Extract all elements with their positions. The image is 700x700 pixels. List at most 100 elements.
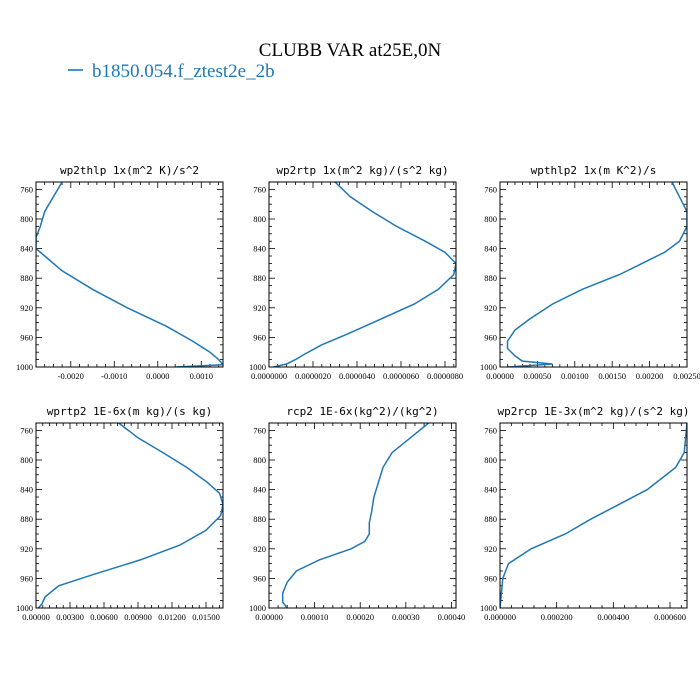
subplot-grid: wp2thlp 1x(m^2 K)/s^2 760 800 840 880 920 960 1… <box>16 164 700 622</box>
y-tick-label: 840 <box>20 485 33 495</box>
y-tick-label: 840 <box>253 485 266 495</box>
plot-frame <box>499 181 688 368</box>
x-tick-label: 0.0000040 <box>339 371 375 381</box>
y-tick-label: 840 <box>253 244 266 254</box>
y-tick-label: 920 <box>20 303 33 313</box>
x-tick-label: 0.01200 <box>158 612 186 622</box>
x-tick-label: 0.00050 <box>524 371 552 381</box>
y-tick-label: 920 <box>253 303 266 313</box>
x-tick-label: -0.0010 <box>101 371 127 381</box>
x-tick-label: 0.00600 <box>90 612 118 622</box>
y-tick-label: 880 <box>484 514 497 524</box>
x-tick-label: 0.00010 <box>301 612 329 622</box>
x-tick-label: 0.00900 <box>124 612 152 622</box>
y-tick-label: 920 <box>484 544 497 554</box>
y-tick-label: 800 <box>484 455 497 465</box>
x-tick-label: 0.0000 <box>146 371 169 381</box>
y-tick-label: 960 <box>253 573 266 583</box>
y-tick-label: 920 <box>484 303 497 313</box>
y-tick-label: 960 <box>484 332 497 342</box>
legend-label: b1850.054.f_ztest2e_2b <box>92 61 275 82</box>
subplot-title: rcp2 1E-6x(kg^2)/(kg^2) <box>286 405 438 418</box>
subplot-title: wp2rcp 1E-3x(m^2 kg)/(s^2 kg) <box>497 405 689 418</box>
x-tick-label: 0.00000 <box>486 371 514 381</box>
figure-title: CLUBB VAR at25E,0N <box>259 40 442 61</box>
subplot-title: wp2rtp 1x(m^2 kg)/(s^2 kg) <box>276 164 448 177</box>
x-tick-label: 0.000200 <box>541 612 573 622</box>
x-tick-label: 0.000000 <box>484 612 516 622</box>
y-tick-label: 880 <box>20 514 33 524</box>
y-tick-label: 1000 <box>480 362 497 372</box>
series-line <box>506 182 687 367</box>
y-tick-label: 880 <box>253 273 266 283</box>
x-tick-label: 0.0000080 <box>427 371 463 381</box>
y-tick-label: 760 <box>484 184 497 194</box>
subplot-title: wprtp2 1E-6x(m kg)/(s kg) <box>47 405 213 418</box>
y-tick-label: 960 <box>20 332 33 342</box>
y-tick-label: 920 <box>253 544 266 554</box>
series-line <box>281 423 430 608</box>
x-tick-label: 0.0000060 <box>383 371 419 381</box>
x-tick-label: 0.00000 <box>255 612 283 622</box>
x-tick-label: 0.00150 <box>598 371 626 381</box>
y-tick-label: 840 <box>484 485 497 495</box>
x-tick-label: 0.00250 <box>673 371 700 381</box>
y-tick-label: 760 <box>20 184 33 194</box>
y-tick-label: 760 <box>253 425 266 435</box>
y-tick-label: 800 <box>484 214 497 224</box>
y-tick-label: 800 <box>253 455 266 465</box>
series-line <box>37 423 223 608</box>
y-tick-label: 880 <box>484 273 497 283</box>
plot-frame <box>35 181 224 368</box>
x-tick-label: 0.00100 <box>561 371 589 381</box>
x-tick-label: 0.00000 <box>22 612 50 622</box>
x-tick-label: 0.01500 <box>192 612 220 622</box>
y-tick-label: 800 <box>20 455 33 465</box>
y-tick-label: 960 <box>253 332 266 342</box>
y-tick-label: 1000 <box>16 362 33 372</box>
x-tick-label: 0.00020 <box>346 612 374 622</box>
series-line <box>500 423 687 608</box>
series-line <box>36 182 223 367</box>
x-tick-label: 0.0000020 <box>295 371 331 381</box>
subplot: wp2rtp 1x(m^2 kg)/(s^2 kg) 760 800 840 880 92… <box>249 164 463 381</box>
plot-frame <box>35 422 224 609</box>
plot-frame <box>268 181 457 368</box>
y-tick-label: 920 <box>20 544 33 554</box>
x-tick-label: 0.0000000 <box>251 371 287 381</box>
subplot: wp2rcp 1E-3x(m^2 kg)/(s^2 kg)760 800 840 88… <box>480 405 690 622</box>
y-tick-label: 760 <box>484 425 497 435</box>
y-tick-label: 760 <box>253 184 266 194</box>
y-tick-label: 800 <box>253 214 266 224</box>
x-tick-label: 0.00030 <box>392 612 420 622</box>
subplot: wp2thlp 1x(m^2 K)/s^2 760 800 840 880 920 960 1… <box>16 164 224 381</box>
y-tick-label: 760 <box>20 425 33 435</box>
plot-frame <box>499 422 688 609</box>
plot-frame <box>268 422 457 609</box>
x-tick-label: 0.000400 <box>597 612 629 622</box>
y-tick-label: 840 <box>484 244 497 254</box>
subplot: wpthlp2 1x(m K^2)/s 760 800 840 880 920 960 100… <box>480 164 700 381</box>
series-line <box>273 182 456 367</box>
y-tick-label: 800 <box>20 214 33 224</box>
x-tick-label: 0.00300 <box>56 612 84 622</box>
y-tick-label: 880 <box>20 273 33 283</box>
y-tick-label: 1000 <box>249 362 266 372</box>
subplot-title: wp2thlp 1x(m^2 K)/s^2 <box>60 164 199 177</box>
subplot: rcp2 1E-6x(kg^2)/(kg^2) 760 800 840 880 920 96… <box>249 405 465 622</box>
y-tick-label: 1000 <box>249 603 266 613</box>
y-tick-label: 880 <box>253 514 266 524</box>
y-tick-label: 960 <box>484 573 497 583</box>
x-tick-label: 0.00200 <box>636 371 664 381</box>
y-tick-label: 1000 <box>16 603 33 613</box>
subplot: wprtp2 1E-6x(m kg)/(s kg) 760 800 840 880 920… <box>16 405 224 622</box>
y-tick-label: 1000 <box>480 603 497 613</box>
x-tick-label: 0.0010 <box>190 371 213 381</box>
x-tick-label: 0.00040 <box>438 612 466 622</box>
y-tick-label: 840 <box>20 244 33 254</box>
y-tick-label: 960 <box>20 573 33 583</box>
x-tick-label: 0.000600 <box>654 612 686 622</box>
x-tick-label: -0.0020 <box>58 371 84 381</box>
subplot-title: wpthlp2 1x(m K^2)/s <box>531 164 657 177</box>
